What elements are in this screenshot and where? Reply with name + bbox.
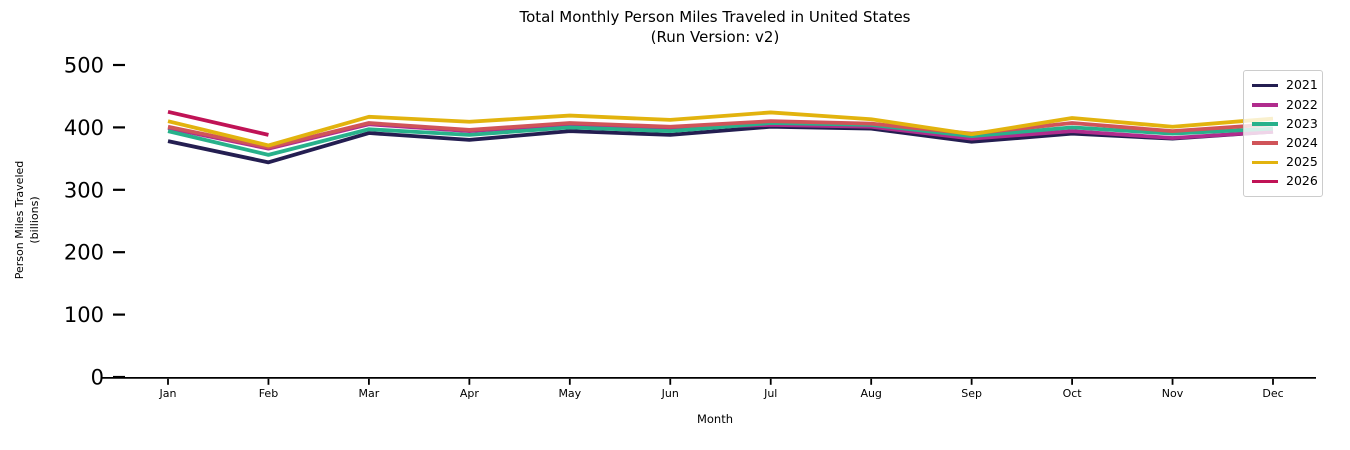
series-line-2024 xyxy=(167,119,1274,150)
x-tick-label: Sep xyxy=(961,387,982,400)
chart-subtitle: (Run Version: v2) xyxy=(650,28,780,46)
y-tick-label: 300 xyxy=(64,178,104,202)
series-line-2023 xyxy=(167,121,1274,157)
legend-swatch-2023 xyxy=(1252,122,1278,126)
legend-swatch-2026 xyxy=(1252,179,1278,184)
series-line-2026 xyxy=(167,109,269,137)
legend-label-2023: 2023 xyxy=(1286,115,1318,131)
legend-label-2025: 2025 xyxy=(1286,154,1318,170)
y-tick-label: 0 xyxy=(91,366,104,390)
y-tick-label: 400 xyxy=(64,116,104,140)
y-tick-label: 500 xyxy=(64,54,104,78)
x-tick-label: Aug xyxy=(860,387,881,400)
legend-swatch-2024 xyxy=(1252,141,1278,145)
legend-item-2026: 2026 xyxy=(1252,172,1318,191)
x-tick-label: Nov xyxy=(1162,387,1184,400)
legend-label-2024: 2024 xyxy=(1286,134,1318,150)
series-line-2025 xyxy=(167,110,1274,148)
legend-swatch-2022 xyxy=(1252,103,1278,107)
series-line-2021 xyxy=(167,124,1274,165)
x-axis-label: Month xyxy=(696,412,734,426)
legend-item-2022: 2022 xyxy=(1252,95,1318,114)
x-tick-label: Jan xyxy=(159,387,177,400)
x-tick-label: May xyxy=(558,387,581,400)
y-tick-label: 200 xyxy=(64,241,104,265)
legend-item-2024: 2024 xyxy=(1252,134,1318,153)
chart-title: Total Monthly Person Miles Traveled in U… xyxy=(519,8,911,26)
legend-item-2021: 2021 xyxy=(1252,76,1318,95)
x-tick-label: Jul xyxy=(763,387,777,400)
x-tick-label: Dec xyxy=(1262,387,1283,400)
x-tick-label: Jun xyxy=(661,387,679,400)
legend-item-2025: 2025 xyxy=(1252,153,1318,172)
legend-label-2022: 2022 xyxy=(1286,96,1318,112)
x-tick-label: Mar xyxy=(359,387,380,400)
legend-label-2026: 2026 xyxy=(1286,173,1318,189)
y-tick-label: 100 xyxy=(64,303,104,327)
legend-label-2021: 2021 xyxy=(1286,77,1318,93)
x-tick-label: Apr xyxy=(460,387,480,400)
legend-swatch-2021 xyxy=(1252,83,1278,88)
legend: 2021 2022 2023 2024 2025 2026 xyxy=(1243,70,1323,198)
x-tick-label: Oct xyxy=(1063,387,1083,400)
legend-item-2023: 2023 xyxy=(1252,114,1318,133)
legend-swatch-2025 xyxy=(1252,160,1278,165)
x-tick-label: Feb xyxy=(259,387,278,400)
